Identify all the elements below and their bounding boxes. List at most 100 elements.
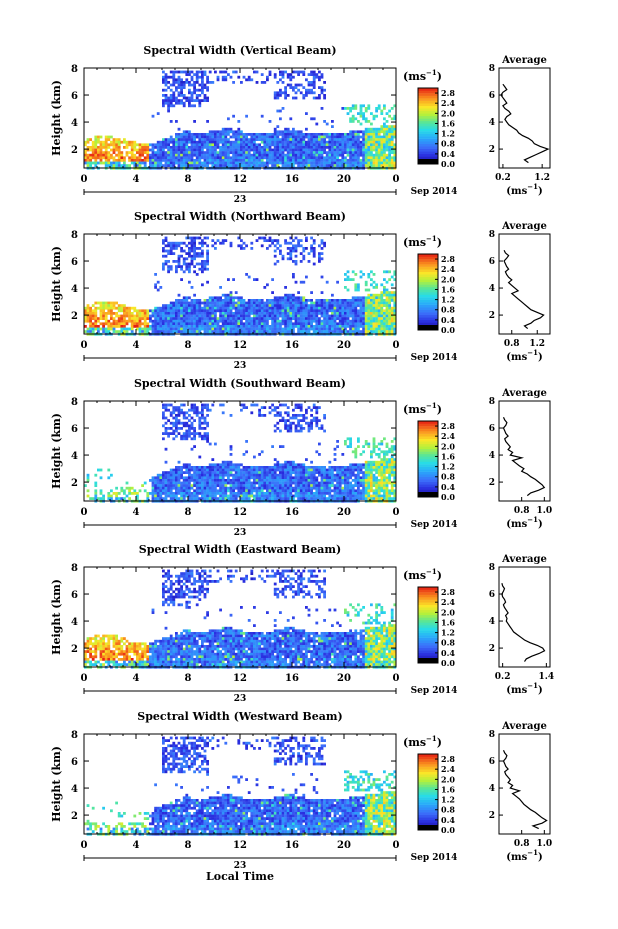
y-tick-label: 6: [71, 590, 78, 601]
x-tick-label: 8: [185, 340, 192, 351]
colorbar-tick-label: 2.8: [441, 587, 455, 597]
x-tick-label: 20: [337, 174, 351, 185]
y-tick-label: 4: [71, 451, 78, 462]
y-tick-label: 4: [71, 784, 78, 795]
colorbar-tick-label: 2.4: [441, 431, 455, 441]
average-profile-line: [502, 749, 548, 830]
colorbar-tick-label: 0.8: [441, 139, 455, 149]
colorbar: [418, 88, 438, 165]
y-tick-label: 8: [71, 730, 78, 741]
colorbar-tick-label: 1.2: [441, 129, 455, 139]
x-tick-label: 0: [81, 840, 88, 851]
colorbar-tick-label: 2.0: [441, 274, 455, 284]
average-profile-line: [502, 416, 546, 497]
x-tick-label: 20: [337, 507, 351, 518]
colorbar-units: (ms−1): [403, 68, 442, 83]
heatmap-cells: [84, 569, 397, 669]
colorbar-tick-label: 0.8: [441, 638, 455, 648]
average-y-tick-label: 8: [489, 563, 495, 573]
colorbar-tick-label: 2.0: [441, 441, 455, 451]
colorbar-tick-label: 0.8: [441, 805, 455, 815]
colorbar-tick-label: 2.4: [441, 764, 455, 774]
y-axis-label: Height (km): [50, 80, 63, 156]
x-tick-label: 20: [337, 840, 351, 851]
y-axis-label: Height (km): [50, 746, 63, 822]
colorbar-units: (ms−1): [403, 734, 442, 749]
average-y-tick-label: 2: [489, 811, 495, 821]
x-tick-label: 12: [233, 174, 247, 185]
day-label: 23: [234, 361, 247, 371]
colorbar-tick-label: 2.8: [441, 88, 455, 98]
average-y-tick-label: 8: [489, 730, 495, 740]
colorbar-tick-label: 2.4: [441, 98, 455, 108]
colorbar-tick-label: 2.8: [441, 254, 455, 264]
x-tick-label: 12: [233, 673, 247, 684]
average-frame: [498, 400, 551, 502]
average-x-tick-label: 0.8: [514, 506, 530, 516]
x-tick-label: 0: [393, 174, 400, 185]
colorbar-frame: [417, 753, 439, 831]
y-axis-label: Height (km): [50, 579, 63, 655]
average-title: Average: [501, 721, 547, 732]
x-tick-label: 8: [185, 174, 192, 185]
date-label: Sep 2014: [411, 686, 458, 696]
colorbar-tick-label: 1.2: [441, 795, 455, 805]
x-tick-label: 12: [233, 840, 247, 851]
average-profile-line: [500, 83, 550, 164]
colorbar-tick-label: 2.0: [441, 607, 455, 617]
average-y-tick-label: 4: [489, 284, 495, 294]
x-tick-label: 16: [285, 340, 299, 351]
colorbar: [418, 587, 438, 664]
average-y-tick-label: 6: [489, 257, 495, 267]
y-tick-label: 6: [71, 91, 78, 102]
y-tick-label: 2: [71, 478, 78, 489]
colorbar-units: (ms−1): [403, 567, 442, 582]
colorbar-frame: [417, 253, 439, 331]
colorbar-frame: [417, 87, 439, 165]
date-label: Sep 2014: [411, 187, 458, 197]
average-y-tick-label: 6: [489, 424, 495, 434]
average-x-tick-label: 1.2: [529, 339, 545, 349]
day-label: 23: [234, 528, 247, 538]
average-units: (ms−1): [506, 515, 542, 530]
average-title: Average: [501, 554, 547, 565]
average-y-tick-label: 4: [489, 451, 495, 461]
average-y-tick-label: 6: [489, 757, 495, 767]
average-frame: [498, 566, 551, 668]
colorbar-tick-label: 2.0: [441, 774, 455, 784]
x-tick-label: 4: [133, 673, 140, 684]
average-title: Average: [501, 221, 547, 232]
average-y-tick-label: 2: [489, 478, 495, 488]
panel-4: Spectral Width (Eastward Beam)0 4 8 12 16 20 0…: [50, 543, 554, 704]
average-y-tick-label: 8: [489, 230, 495, 240]
x-tick-label: 4: [133, 340, 140, 351]
panel-title: Spectral Width (Vertical Beam): [143, 44, 336, 57]
colorbar-tick-label: 2.8: [441, 421, 455, 431]
y-tick-label: 2: [71, 811, 78, 822]
x-tick-label: 0: [81, 340, 88, 351]
colorbar-tick-label: 0.0: [441, 658, 455, 668]
colorbar-units: (ms−1): [403, 401, 442, 416]
colorbar-tick-label: 1.2: [441, 628, 455, 638]
x-tick-label: 16: [285, 507, 299, 518]
average-y-tick-label: 6: [489, 91, 495, 101]
panel-title: Spectral Width (Southward Beam): [134, 377, 346, 390]
x-tick-label: 8: [185, 840, 192, 851]
y-tick-label: 8: [71, 64, 78, 75]
heatmap-cells: [84, 236, 397, 336]
average-x-tick-label: 1.0: [536, 506, 552, 516]
colorbar-tick-label: 2.4: [441, 264, 455, 274]
colorbar-tick-label: 0.0: [441, 492, 455, 502]
colorbar: [418, 754, 438, 831]
x-axis-label: Local Time: [206, 870, 274, 883]
x-tick-label: 20: [337, 673, 351, 684]
average-y-tick-label: 8: [489, 64, 495, 74]
x-tick-label: 12: [233, 507, 247, 518]
average-title: Average: [501, 55, 547, 66]
y-tick-label: 8: [71, 563, 78, 574]
average-x-tick-label: 0.2: [495, 173, 511, 183]
y-tick-label: 4: [71, 617, 78, 628]
average-y-tick-label: 4: [489, 617, 495, 627]
heatmap-cells: [84, 736, 397, 836]
